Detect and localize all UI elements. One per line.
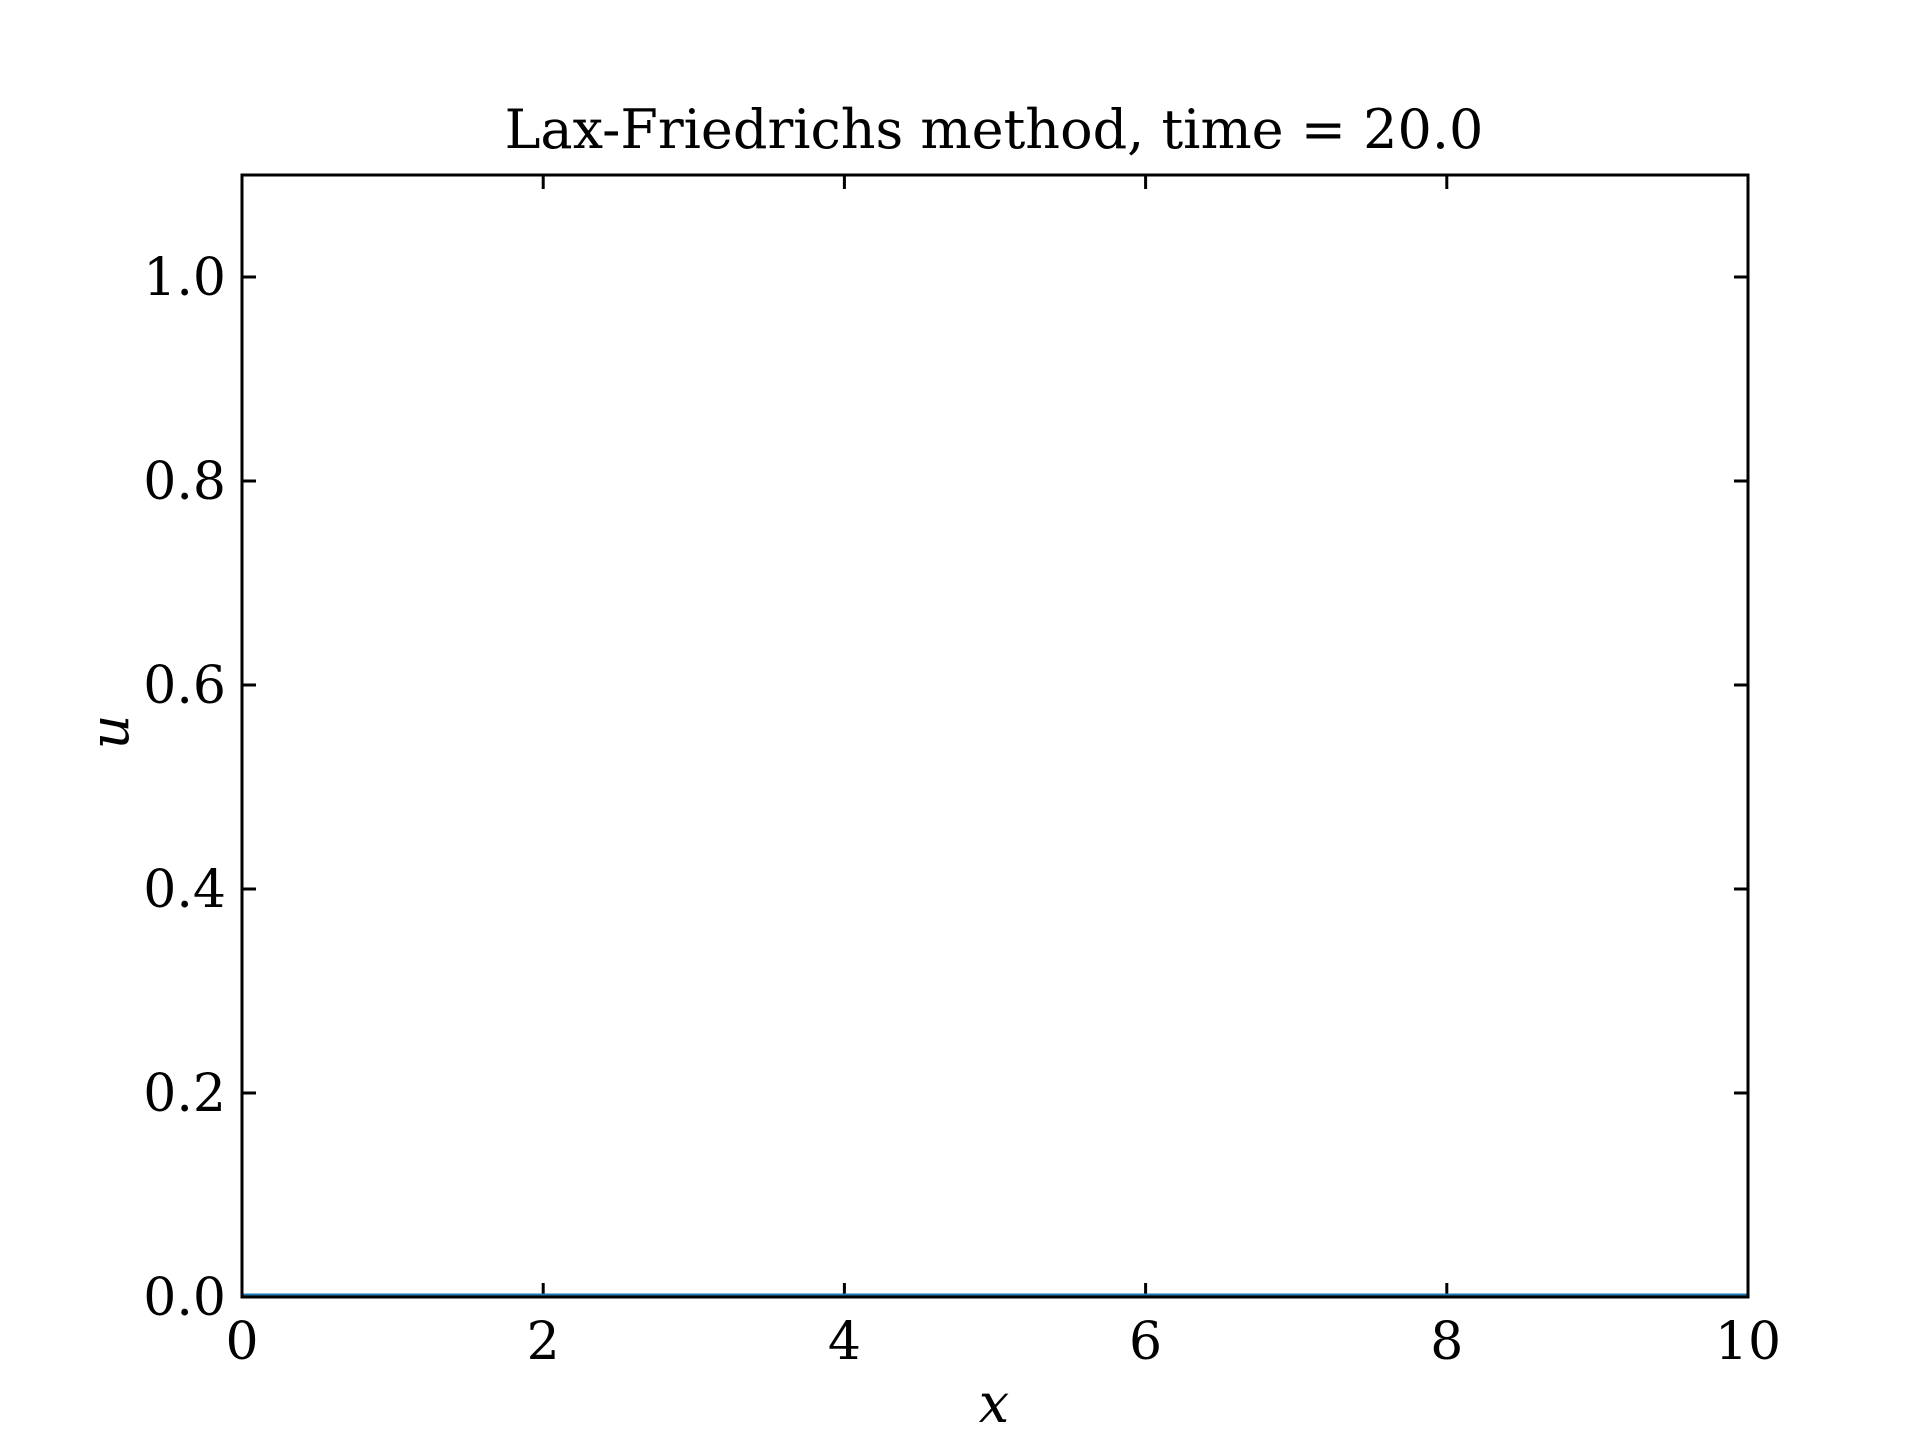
x-tick-label-0: 0 [225, 1312, 258, 1372]
x-tick-label-2: 4 [828, 1312, 861, 1372]
y-tick-label-2: 0.4 [143, 860, 226, 920]
y-tick-label-5: 1.0 [143, 248, 226, 308]
x-tick-label-3: 6 [1129, 1312, 1162, 1372]
y-tick-label-0: 0.0 [143, 1268, 226, 1328]
x-axis-label: x [979, 1372, 1009, 1435]
chart-title: Lax-Friedrichs method, time = 20.0 [505, 98, 1484, 161]
y-tick-label-4: 0.8 [143, 452, 226, 512]
plot-frame [240, 173, 1750, 1299]
x-tick-label-1: 2 [527, 1312, 560, 1372]
y-tick-label-1: 0.2 [143, 1064, 226, 1124]
x-tick-label-5: 10 [1715, 1312, 1781, 1372]
x-tick-label-4: 8 [1430, 1312, 1463, 1372]
tick-labels: 0 2 4 6 8 10 0.0 0.2 0.4 0.6 0.8 1.0 [143, 248, 1781, 1372]
y-tick-label-3: 0.6 [143, 656, 226, 716]
y-axis-label: u [78, 715, 141, 750]
